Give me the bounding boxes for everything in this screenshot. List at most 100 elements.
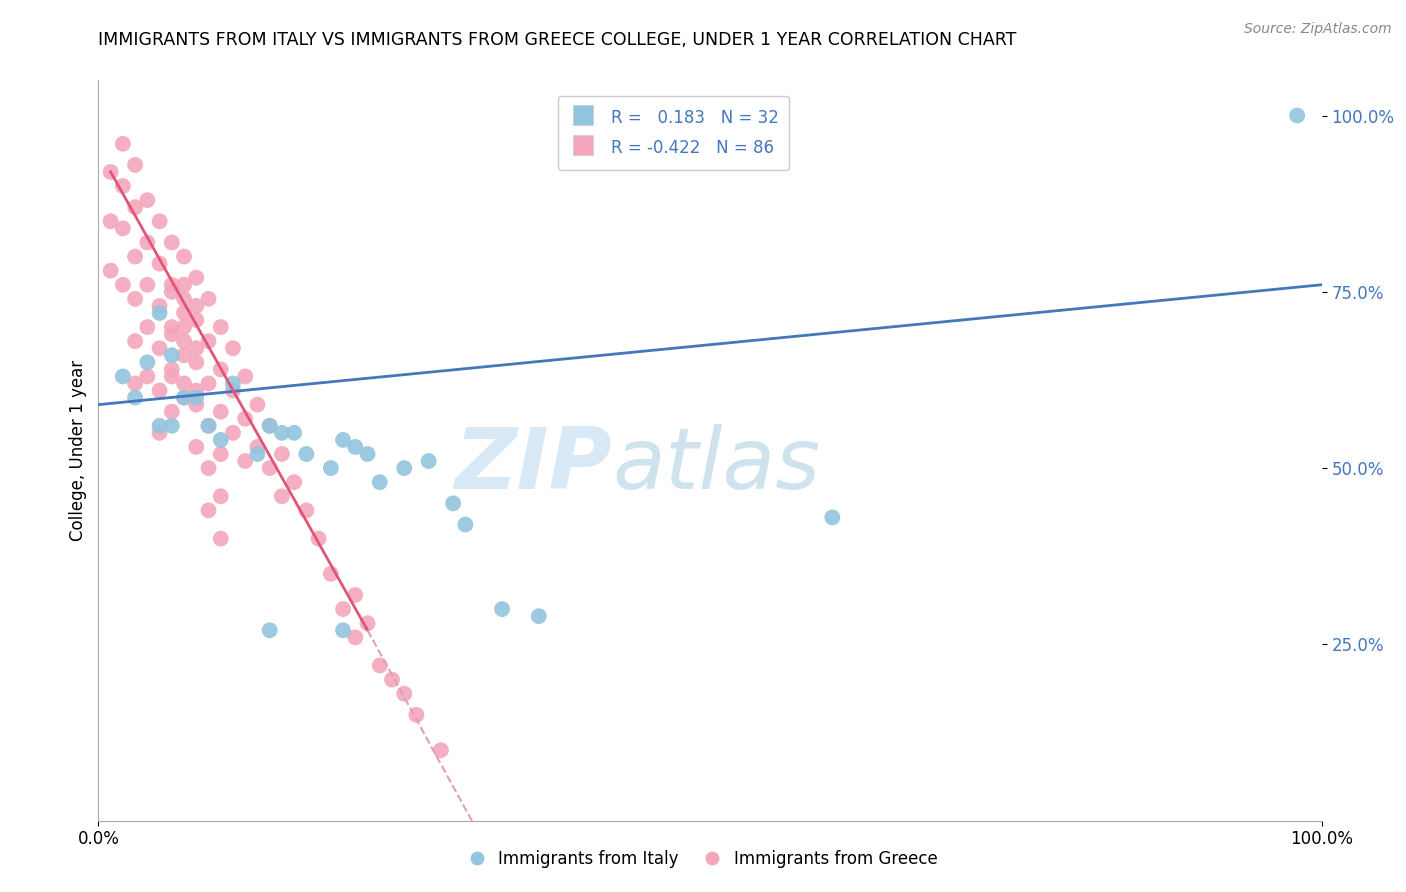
Point	[124, 334, 146, 348]
Point	[344, 588, 367, 602]
Point	[197, 503, 219, 517]
Point	[392, 687, 416, 701]
Point	[295, 503, 318, 517]
Point	[259, 418, 281, 433]
Y-axis label: College, Under 1 year: College, Under 1 year	[69, 359, 87, 541]
Point	[222, 341, 245, 355]
Point	[160, 405, 183, 419]
Point	[209, 447, 232, 461]
Point	[356, 616, 378, 631]
Point	[197, 334, 219, 348]
Point	[136, 277, 159, 292]
Point	[173, 391, 195, 405]
Point	[149, 257, 172, 271]
Point	[173, 391, 195, 405]
Point	[149, 418, 172, 433]
Point	[209, 320, 232, 334]
Point	[821, 510, 844, 524]
Point	[149, 384, 172, 398]
Point	[246, 398, 269, 412]
Point	[160, 235, 183, 250]
Point	[283, 425, 305, 440]
Point	[173, 334, 195, 348]
Point	[186, 391, 208, 405]
Point	[209, 433, 232, 447]
Point	[209, 362, 232, 376]
Point	[332, 433, 354, 447]
Point	[246, 440, 269, 454]
Point	[186, 341, 208, 355]
Point	[332, 624, 354, 638]
Point	[319, 566, 342, 581]
Point	[100, 214, 122, 228]
Text: atlas: atlas	[612, 424, 820, 507]
Point	[454, 517, 477, 532]
Point	[160, 285, 183, 299]
Point	[259, 461, 281, 475]
Point	[259, 418, 281, 433]
Point	[124, 250, 146, 264]
Point	[197, 376, 219, 391]
Point	[283, 475, 305, 490]
Point	[209, 405, 232, 419]
Point	[173, 348, 195, 362]
Text: Source: ZipAtlas.com: Source: ZipAtlas.com	[1244, 22, 1392, 37]
Point	[100, 263, 122, 277]
Point	[186, 398, 208, 412]
Point	[149, 306, 172, 320]
Point	[149, 299, 172, 313]
Point	[111, 221, 134, 235]
Point	[136, 320, 159, 334]
Point	[308, 532, 330, 546]
Point	[405, 707, 427, 722]
Point	[149, 341, 172, 355]
Point	[491, 602, 513, 616]
Point	[356, 447, 378, 461]
Legend: Immigrants from Italy, Immigrants from Greece: Immigrants from Italy, Immigrants from G…	[461, 844, 945, 875]
Point	[124, 391, 146, 405]
Point	[197, 461, 219, 475]
Point	[344, 440, 367, 454]
Point	[160, 320, 183, 334]
Point	[149, 214, 172, 228]
Point	[527, 609, 550, 624]
Point	[173, 277, 195, 292]
Point	[173, 250, 195, 264]
Point	[270, 447, 294, 461]
Point	[222, 384, 245, 398]
Point	[344, 630, 367, 644]
Point	[160, 369, 183, 384]
Point	[233, 454, 256, 468]
Point	[319, 461, 342, 475]
Point	[441, 496, 464, 510]
Point	[186, 270, 208, 285]
Point	[259, 624, 281, 638]
Point	[111, 277, 134, 292]
Point	[136, 355, 159, 369]
Point	[186, 384, 208, 398]
Point	[160, 418, 183, 433]
Point	[124, 200, 146, 214]
Point	[270, 489, 294, 503]
Point	[111, 136, 134, 151]
Text: ZIP: ZIP	[454, 424, 612, 507]
Point	[295, 447, 318, 461]
Point	[136, 235, 159, 250]
Point	[173, 306, 195, 320]
Point	[111, 179, 134, 194]
Point	[111, 369, 134, 384]
Point	[124, 158, 146, 172]
Point	[173, 320, 195, 334]
Point	[332, 602, 354, 616]
Point	[197, 418, 219, 433]
Point	[418, 454, 440, 468]
Legend: R =   0.183   N = 32, R = -0.422   N = 86: R = 0.183 N = 32, R = -0.422 N = 86	[558, 96, 789, 169]
Point	[233, 411, 256, 425]
Point	[209, 532, 232, 546]
Point	[368, 658, 391, 673]
Point	[270, 425, 294, 440]
Point	[173, 292, 195, 306]
Point	[222, 425, 245, 440]
Point	[136, 369, 159, 384]
Point	[160, 327, 183, 342]
